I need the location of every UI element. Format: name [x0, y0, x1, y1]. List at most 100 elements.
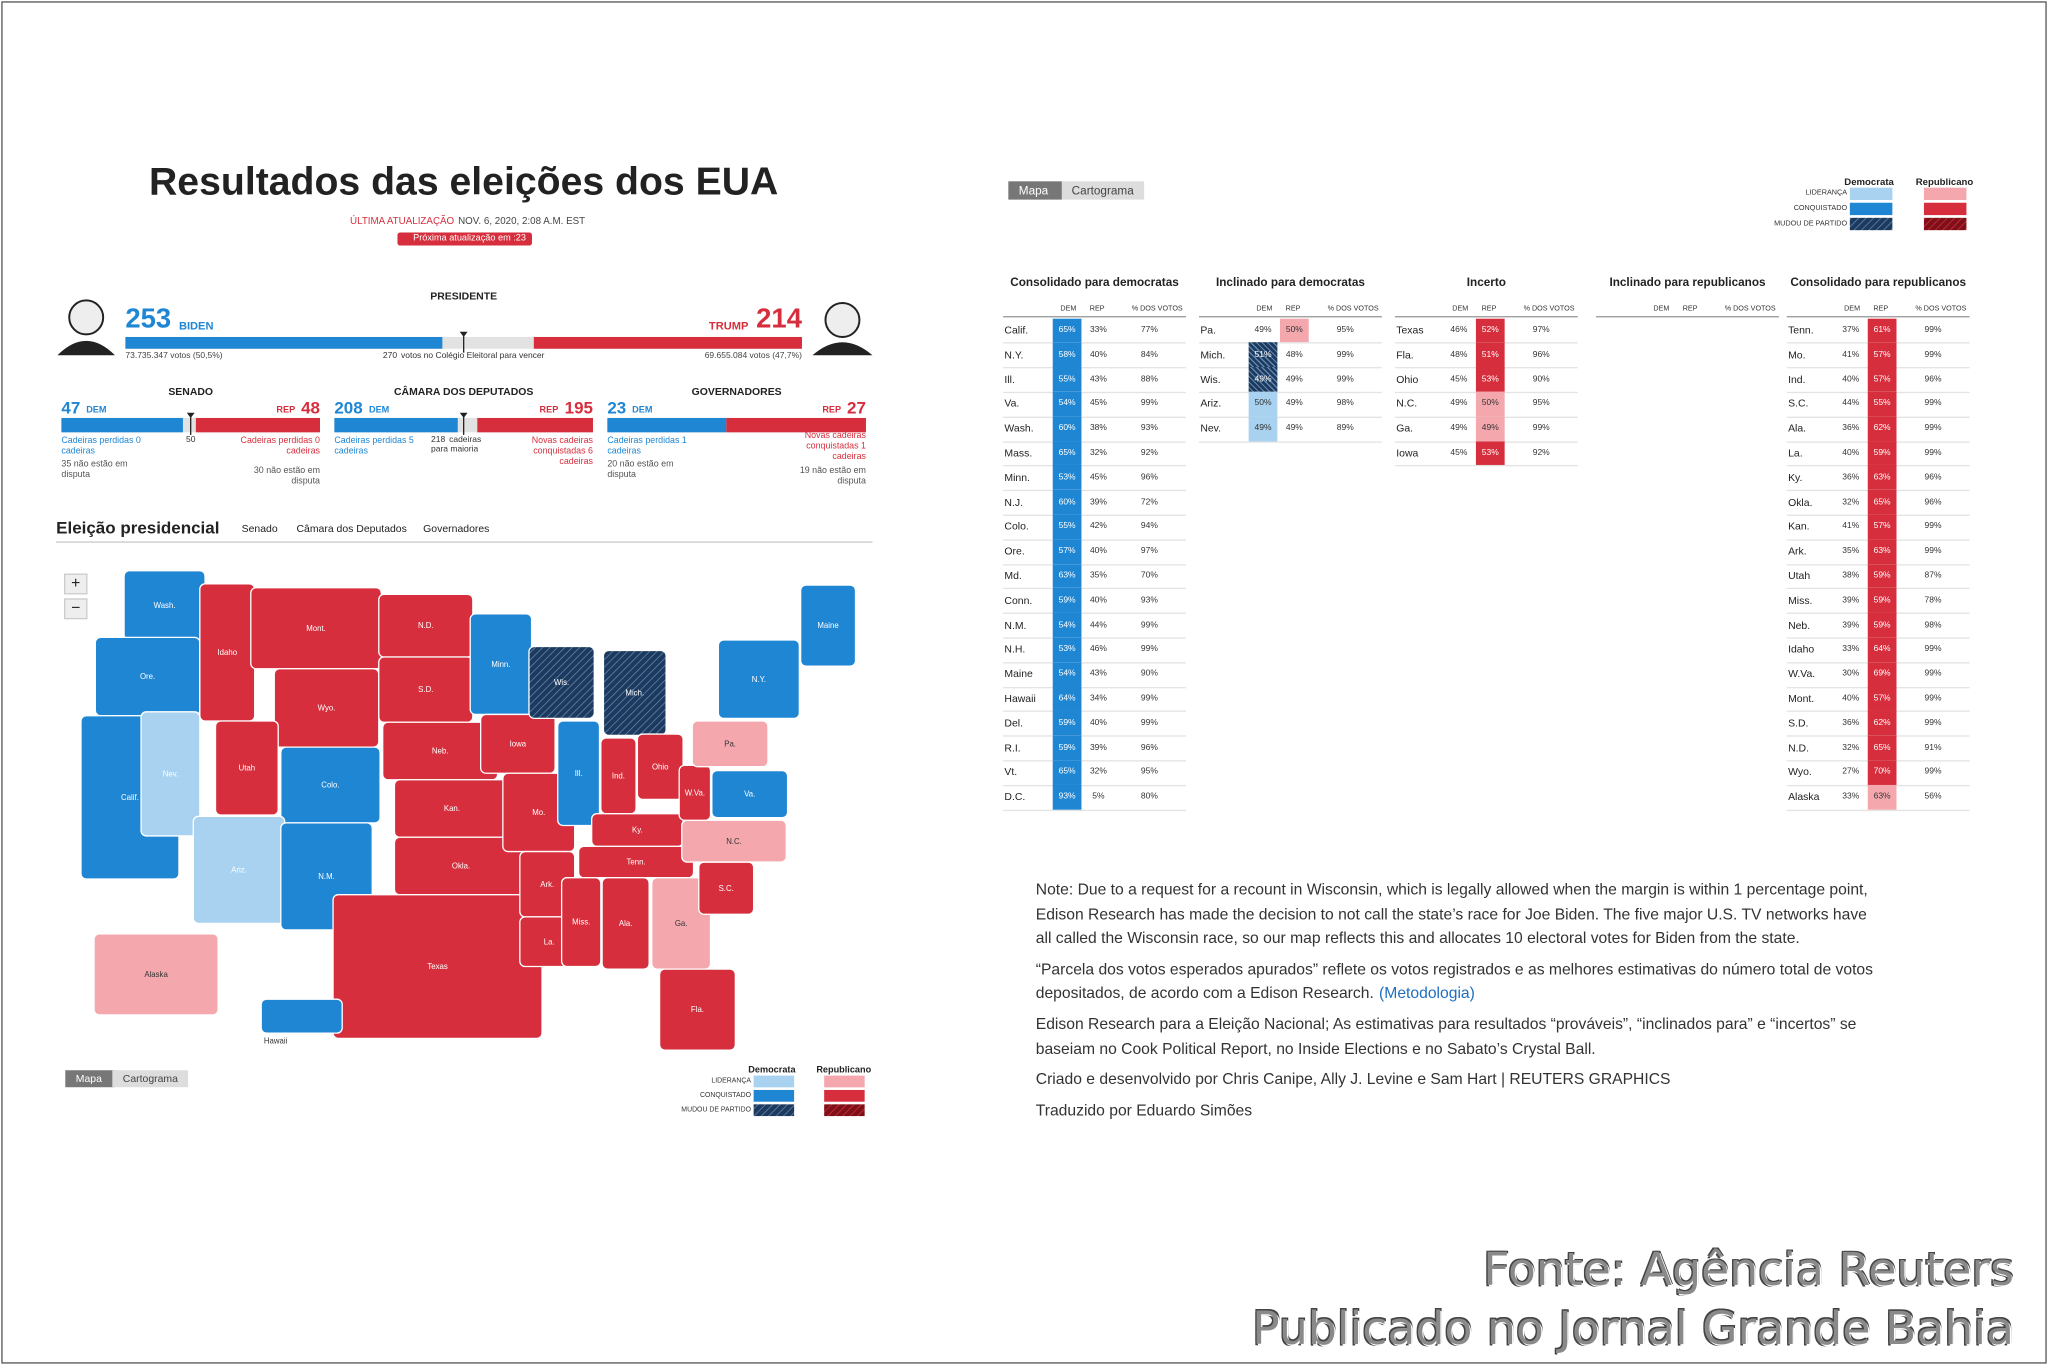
row-pct: 96%	[1140, 472, 1158, 483]
column-subheader: REP	[1285, 305, 1301, 314]
row-pct: 90%	[1532, 374, 1550, 384]
row-rep: 61%	[1873, 325, 1891, 335]
row-rep: 50%	[1481, 399, 1499, 409]
row-rep: 49%	[1285, 374, 1303, 384]
row-rule	[1003, 563, 1186, 566]
race-majority-line: 218 cadeiras para maioria	[431, 436, 499, 456]
row-rule	[1003, 637, 1186, 639]
row-pct: 96%	[1924, 497, 1942, 507]
row-dem: 49%	[1450, 423, 1468, 433]
tab[interactable]: Senado	[241, 522, 278, 535]
tab-active[interactable]: Eleição presidencial	[56, 517, 220, 538]
map-state-label: W.Va.	[685, 788, 705, 797]
row-rep: 57%	[1873, 521, 1891, 532]
notes: Note: Due to a request for a recount in …	[1036, 878, 1885, 1129]
cell-highlight	[1867, 539, 1897, 564]
tab[interactable]: Governadores	[423, 522, 490, 535]
race-dem-label: DEM	[368, 406, 390, 416]
row-dem: 38%	[1842, 571, 1860, 581]
row-pct: 84%	[1140, 350, 1158, 360]
row-pct: 99%	[1532, 423, 1550, 433]
row-state: Wyo.	[1788, 766, 1812, 779]
map-state-label: Wash.	[154, 601, 176, 610]
map-state	[717, 639, 800, 720]
view-button[interactable]: Cartograma	[1061, 181, 1145, 201]
row-rep: 57%	[1873, 374, 1891, 384]
column-subheader: DEM	[1452, 305, 1469, 314]
cell-highlight	[1867, 342, 1897, 368]
view-button-active[interactable]: Mapa	[65, 1070, 116, 1088]
note-paragraph: Note: Due to a request for a recount in …	[1036, 878, 1885, 951]
view-button-active[interactable]: Mapa	[1008, 181, 1063, 201]
race-majority-label: cadeiras para maioria	[431, 435, 482, 455]
row-state: Kan.	[1788, 520, 1810, 533]
row-rule	[1003, 490, 1186, 492]
map-state-label: Utah	[239, 764, 256, 773]
row-state: Mass.	[1004, 447, 1033, 459]
row-dem: 55%	[1058, 374, 1076, 384]
row-state: Ark.	[1788, 545, 1807, 558]
column-subheader: REP	[1089, 305, 1105, 314]
row-pct: 93%	[1140, 423, 1158, 433]
view-button[interactable]: Cartograma	[112, 1070, 189, 1088]
legend-swatch	[824, 1104, 865, 1117]
legend-swatch	[1849, 217, 1893, 231]
row-dem: 40%	[1842, 448, 1860, 458]
row-rep: 63%	[1873, 472, 1891, 483]
row-dem: 57%	[1058, 546, 1076, 556]
note-paragraph: Traduzido por Eduardo Simões	[1036, 1098, 1885, 1122]
row-rep: 34%	[1089, 693, 1107, 704]
row-dem: 27%	[1842, 767, 1860, 777]
row-rule	[1003, 588, 1186, 590]
row-state: Okla.	[1788, 496, 1813, 509]
row-rep: 65%	[1873, 497, 1891, 507]
map-state-label: Ga.	[675, 919, 688, 928]
row-rep: 33%	[1089, 325, 1107, 335]
map-state-label: Pa.	[724, 739, 736, 748]
cell-highlight	[1052, 318, 1082, 343]
row-dem: 33%	[1842, 644, 1860, 654]
race-rep-label: REP	[822, 406, 842, 416]
zoom-out[interactable]: −	[63, 598, 88, 619]
cell-highlight	[1475, 416, 1505, 441]
zoom-in[interactable]: +	[63, 573, 88, 595]
cell-highlight	[1867, 637, 1897, 662]
row-pct: 78%	[1924, 595, 1942, 605]
row-state: Mo.	[1788, 348, 1806, 361]
row-dem: 36%	[1842, 472, 1860, 483]
cell-highlight	[1867, 514, 1897, 540]
column-subheader: DEM	[1653, 305, 1670, 314]
row-dem: 65%	[1058, 325, 1076, 335]
tab[interactable]: Câmara dos Deputados	[296, 522, 407, 535]
map-state	[260, 998, 343, 1034]
column-rule	[1003, 316, 1186, 318]
cell-highlight	[1248, 342, 1278, 368]
row-dem: 32%	[1842, 742, 1860, 753]
column-rule	[1394, 316, 1578, 318]
row-pct: 92%	[1532, 448, 1550, 458]
cell-highlight	[1052, 637, 1082, 662]
row-rep: 70%	[1873, 767, 1891, 777]
map-state-label: Ind.	[612, 771, 625, 780]
cell-highlight	[1867, 416, 1897, 441]
next-update: Próxima atualização em :23	[397, 232, 533, 246]
row-pct: 99%	[1140, 620, 1158, 630]
row-dem: 49%	[1254, 374, 1272, 384]
row-rep: 62%	[1873, 423, 1891, 433]
map-state	[560, 877, 602, 968]
column-rule	[1596, 316, 1779, 318]
row-pct: 95%	[1140, 767, 1158, 777]
row-dem: 33%	[1842, 792, 1860, 802]
cell-highlight	[1475, 318, 1505, 343]
row-dem: 40%	[1842, 693, 1860, 704]
update-time: NOV. 6, 2020, 2:08 A.M. EST	[458, 215, 586, 227]
row-dem: 37%	[1842, 325, 1860, 335]
row-state: Miss.	[1788, 594, 1813, 607]
cell-highlight	[1052, 514, 1082, 540]
row-pct: 99%	[1140, 644, 1158, 654]
column-subheader: REP	[1481, 305, 1497, 314]
race-dem-label: DEM	[632, 406, 653, 416]
map-state-label: Maine	[817, 621, 838, 630]
methodology-link[interactable]: (Metodologia)	[1379, 983, 1475, 1003]
row-rep: 32%	[1089, 767, 1107, 777]
